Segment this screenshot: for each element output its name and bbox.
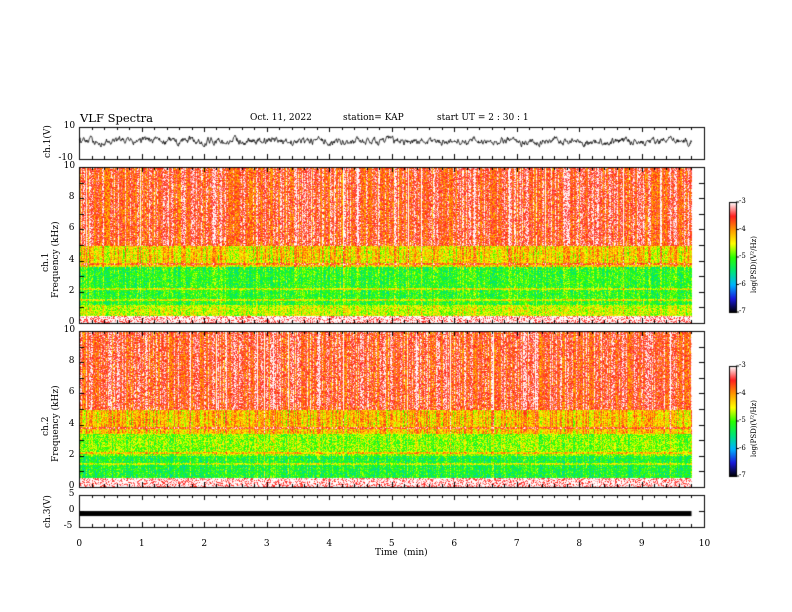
x-tick-label: 8 xyxy=(576,539,583,549)
y-tick-label: 0 xyxy=(68,505,75,515)
colorbar-tick-label: -7 xyxy=(739,307,746,315)
y-tick-label: 8 xyxy=(68,356,75,367)
y-tick-label: 6 xyxy=(68,387,75,398)
start-ut-label: start UT = 2 : 30 : 1 xyxy=(437,113,529,123)
x-tick-label: 5 xyxy=(388,539,395,549)
y-tick-label: 8 xyxy=(68,192,75,203)
x-axis-title: Time (min) xyxy=(375,548,428,558)
station-label: station= KAP xyxy=(343,113,404,123)
x-tick-label: 6 xyxy=(451,539,458,549)
x-tick-label: 1 xyxy=(138,539,145,549)
y-tick-label: -5 xyxy=(63,521,73,531)
y-tick-label: 6 xyxy=(68,223,75,234)
ch1-waveform-ylabel: ch.1(V) xyxy=(43,125,53,158)
x-tick-label: 4 xyxy=(326,539,333,549)
y-tick-label: -10 xyxy=(58,153,73,163)
colorbar-unit-label: log(PSD)(V²/Hz) xyxy=(750,400,758,457)
date-label: Oct. 11, 2022 xyxy=(250,113,312,123)
y-tick-label: 10 xyxy=(63,161,76,171)
y-tick-label: 10 xyxy=(63,121,76,131)
x-tick-label: 10 xyxy=(698,539,711,549)
colorbar-tick-label: -3 xyxy=(739,197,746,205)
colorbar-tick-label: -4 xyxy=(739,388,746,397)
ch2-spectrogram-ylabel-unit: Frequency (kHz) xyxy=(51,385,61,462)
colorbar-tick-label: -5 xyxy=(739,416,746,424)
chart-title: VLF Spectra xyxy=(80,111,154,125)
ch2-spectrogram-ylabel: ch.2 xyxy=(41,416,51,436)
y-tick-label: 4 xyxy=(68,254,75,265)
colorbar-tick-label: -6 xyxy=(739,279,746,288)
y-tick-label: 2 xyxy=(68,449,75,460)
x-tick-label: 2 xyxy=(201,539,208,549)
x-tick-label: 3 xyxy=(263,539,270,549)
ch1-spectrogram-ylabel-unit: Frequency (kHz) xyxy=(51,221,61,298)
colorbar-unit-label: log(PSD)(V²/Hz) xyxy=(750,236,758,293)
x-tick-label: 0 xyxy=(76,539,83,549)
ch3-waveform-ylabel: ch.3(V) xyxy=(43,495,53,528)
colorbar-tick-label: -7 xyxy=(739,471,746,479)
colorbar-tick-label: -6 xyxy=(739,443,746,452)
y-tick-label: 4 xyxy=(68,418,75,429)
y-tick-label: 0 xyxy=(68,481,75,491)
x-tick-label: 9 xyxy=(638,539,645,549)
y-tick-label: 10 xyxy=(63,325,76,335)
colorbar-tick-label: -5 xyxy=(739,252,746,260)
colorbar-tick-label: -3 xyxy=(739,361,746,369)
y-tick-label: 2 xyxy=(68,285,75,296)
y-tick-label: 5 xyxy=(68,489,75,499)
ch1-spectrogram-ylabel: ch.1 xyxy=(41,252,51,272)
y-tick-label: 0 xyxy=(68,317,75,327)
colorbar-tick-label: -4 xyxy=(739,224,746,233)
x-tick-label: 7 xyxy=(513,539,520,549)
